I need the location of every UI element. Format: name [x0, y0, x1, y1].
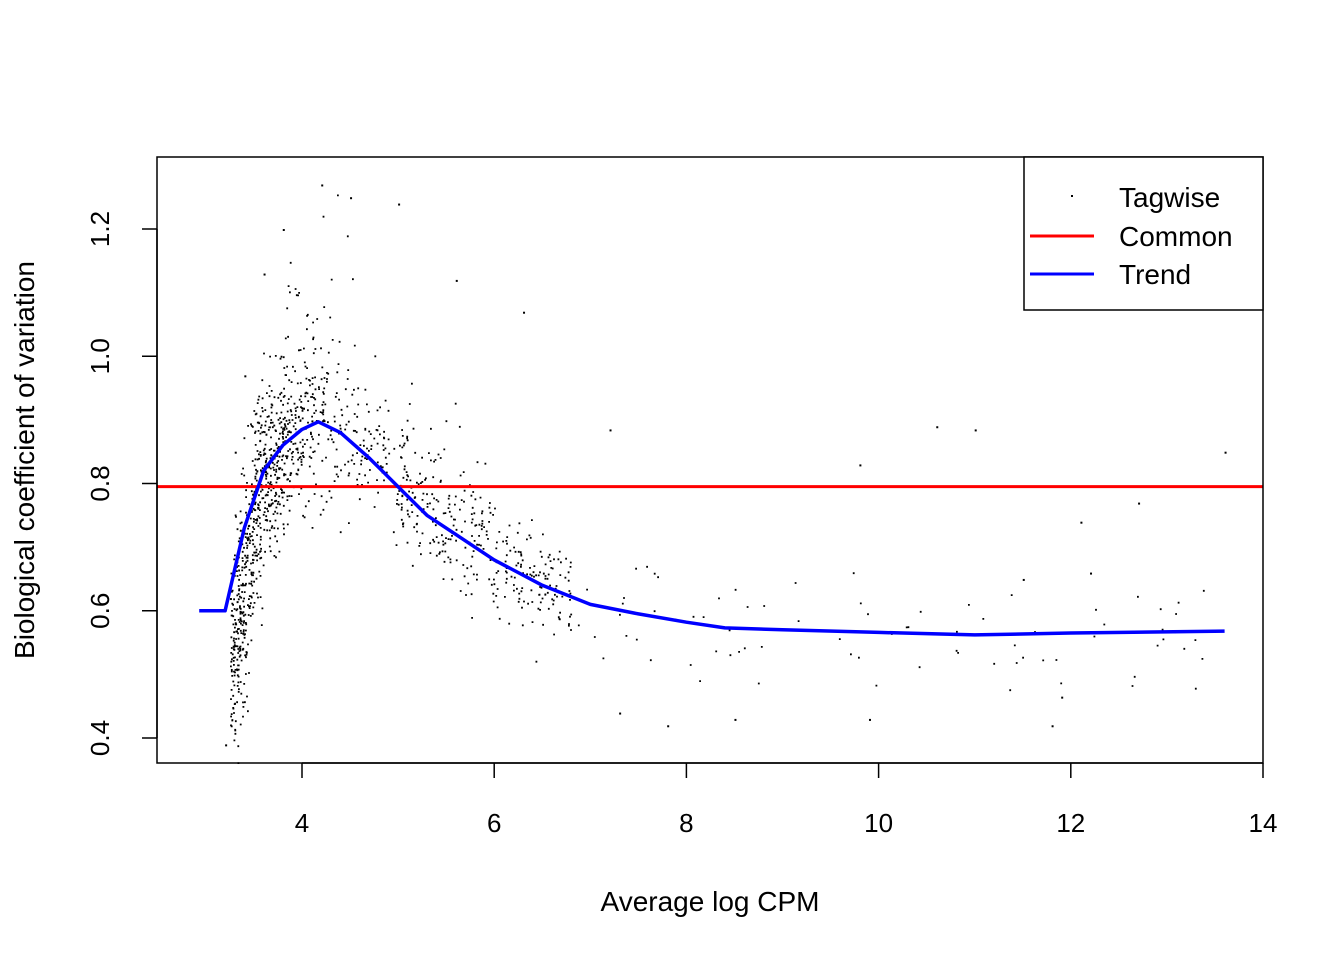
tagwise-point-cloud: [230, 194, 1205, 764]
x-tick-label: 8: [679, 808, 693, 838]
tagwise-point: [859, 464, 862, 467]
tagwise-point: [619, 712, 622, 715]
legend-tagwise-label: Tagwise: [1119, 182, 1220, 213]
trend-line: [199, 420, 1225, 637]
tagwise-point: [1051, 725, 1054, 728]
tagwise-points: [225, 184, 1227, 764]
legend-tagwise-symbol: [1071, 195, 1073, 197]
y-tick-label: 1.0: [85, 338, 115, 374]
x-axis-title: Average log CPM: [601, 886, 820, 917]
tagwise-point: [225, 744, 228, 747]
tagwise-point: [974, 429, 977, 432]
tagwise-point: [229, 598, 232, 601]
tagwise-point: [609, 429, 612, 432]
y-tick-label: 1.2: [85, 211, 115, 247]
y-tick-label: 0.6: [85, 593, 115, 629]
tagwise-point: [868, 718, 871, 721]
y-axis-title: Biological coefficient of variation: [9, 261, 40, 659]
x-tick-label: 12: [1056, 808, 1085, 838]
tagwise-point: [734, 718, 737, 721]
tagwise-point: [1061, 696, 1064, 699]
legend-box: [1023, 156, 1264, 311]
x-tick-label: 14: [1249, 808, 1278, 838]
tagwise-point: [523, 311, 526, 314]
tagwise-point: [1090, 572, 1093, 575]
tagwise-point: [244, 375, 247, 378]
y-tick-label: 0.4: [85, 720, 115, 756]
tagwise-point: [398, 203, 401, 206]
tagwise-point: [282, 229, 285, 231]
tagwise-point: [321, 184, 324, 187]
tagwise-point: [1080, 521, 1083, 524]
tagwise-point: [667, 725, 670, 728]
tagwise-point: [1022, 578, 1025, 581]
tagwise-point: [1224, 451, 1227, 454]
legend-common-label: Common: [1119, 221, 1233, 252]
y-tick-label: 0.8: [85, 465, 115, 501]
tagwise-point: [936, 426, 939, 429]
x-tick-label: 10: [864, 808, 893, 838]
reference-lines: [157, 420, 1263, 637]
y-axis: 0.4 0.6 0.8 1.0 1.2: [85, 211, 158, 756]
tagwise-point: [1138, 502, 1141, 505]
x-axis: 4 6 8 10 12 14: [295, 762, 1278, 838]
tagwise-point: [234, 451, 237, 454]
legend: Tagwise Common Trend: [1023, 156, 1264, 311]
x-tick-label: 6: [487, 808, 501, 838]
legend-trend-label: Trend: [1119, 259, 1191, 290]
tagwise-point: [350, 197, 353, 200]
x-tick-label: 4: [295, 808, 309, 838]
tagwise-point: [455, 279, 458, 282]
tagwise-point: [263, 273, 266, 276]
